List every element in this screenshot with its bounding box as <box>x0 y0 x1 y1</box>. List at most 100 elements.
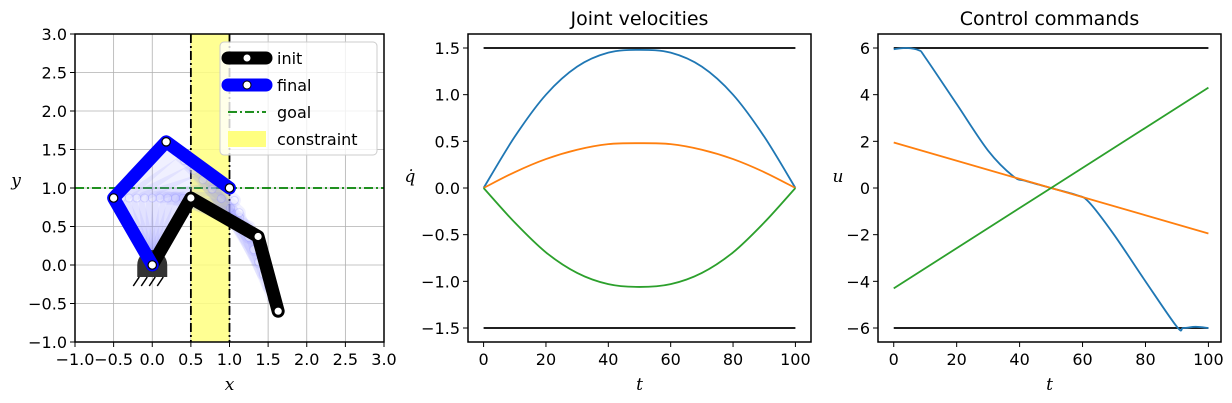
init-arm-joint <box>186 193 196 203</box>
init-arm-links <box>145 191 285 318</box>
trail-joint <box>170 193 180 203</box>
legend-swatch-constraint <box>228 131 266 147</box>
y-tick-label: −4 <box>846 272 870 291</box>
y-tick-label: −1.5 <box>421 319 460 338</box>
control-commands-bounds <box>893 47 1209 329</box>
joint-velocities-ylabel: q̇ <box>405 167 416 187</box>
trail-pose <box>138 173 256 272</box>
x-tick-label: 100 <box>1193 350 1224 369</box>
x-tick-label: 40 <box>598 350 618 369</box>
y-tick-label: 6 <box>860 39 870 58</box>
trail-joint <box>207 184 217 194</box>
joint-velocities-ticks: 0 20 40 60 80 100 −1.5 −1.0 −0.5 0.0 0.5 1.0 1.5 <box>421 39 811 369</box>
x-tick-label: 1.0 <box>217 350 242 369</box>
trail-joint <box>163 193 173 203</box>
arm-plot-panel: −1.0 −0.5 0.0 0.5 1.0 1.5 2.0 2.5 3.0−1.0−0.50.0… <box>10 25 397 395</box>
init-arm-joint <box>273 306 283 316</box>
legend-marker-final <box>242 80 252 90</box>
control-commands-panel: Control commands 0 20 40 60 80 100−6−4−20246 … <box>833 8 1224 395</box>
arm-plot-legend: init final goal constraint <box>219 41 378 156</box>
y-tick-label: −6 <box>846 319 870 338</box>
x-tick-label: 60 <box>661 350 681 369</box>
x-tick-label: −0.5 <box>94 350 133 369</box>
base-hatch <box>148 276 156 287</box>
legend-box <box>219 41 378 156</box>
y-tick-label: 2.0 <box>42 102 67 121</box>
trail-pose <box>130 163 251 272</box>
y-tick-label: −1.0 <box>421 272 460 291</box>
legend-label-goal: goal <box>277 103 311 122</box>
trail-joint <box>155 193 165 203</box>
x-tick-label: 0.0 <box>140 350 165 369</box>
x-tick-label: 0 <box>478 350 488 369</box>
series-line-2 <box>482 187 797 288</box>
y-tick-label: −0.5 <box>421 226 460 245</box>
control-commands-ticks: 0 20 40 60 80 100 −6 −4 −2 0 2 4 6 <box>846 39 1223 369</box>
arm-plot-ticks: −1.0 −0.5 0.0 0.5 1.0 1.5 2.0 2.5 3.0−1.0−0.50.0… <box>28 25 397 369</box>
x-tick-label: −1.0 <box>56 350 95 369</box>
y-tick-label: 1.5 <box>435 39 460 58</box>
trail-joint <box>226 203 236 213</box>
trail-joint <box>234 208 244 218</box>
final-arm-joint <box>161 137 171 147</box>
x-tick-label: 1.5 <box>255 350 280 369</box>
y-tick-label: 2.5 <box>42 64 67 83</box>
x-tick-label: 0 <box>889 350 899 369</box>
control-commands-series <box>893 47 1209 332</box>
base-hatch <box>156 276 164 287</box>
y-tick-label: 0.5 <box>42 218 67 237</box>
x-tick-label: 3.0 <box>371 350 396 369</box>
arm-plot-xlabel: x <box>225 375 235 395</box>
control-commands-xlabel: t <box>1046 375 1053 395</box>
y-tick-label: 0.5 <box>435 132 460 151</box>
base-hatch <box>140 276 148 287</box>
legend-label-constraint: constraint <box>277 130 358 149</box>
x-tick-label: 20 <box>946 350 966 369</box>
y-tick-label: 0.0 <box>435 179 460 198</box>
joint-velocities-panel: Joint velocities 0 20 40 60 80 100 −1.5 −1.0 −0.… <box>405 8 812 395</box>
base-hatch <box>132 276 140 287</box>
y-tick-label: 3.0 <box>42 25 67 44</box>
joint-velocities-bounds <box>483 47 796 329</box>
y-tick-label: 4 <box>860 86 870 105</box>
series-line-2 <box>893 86 1209 290</box>
y-tick-label: −0.5 <box>28 295 67 314</box>
x-tick-label: 2.0 <box>294 350 319 369</box>
y-tick-label: 0.0 <box>42 256 67 275</box>
trail-joint <box>229 195 239 205</box>
joint-velocities-series <box>482 48 797 288</box>
joint-velocities-title: Joint velocities <box>570 8 709 30</box>
x-tick-label: 100 <box>780 350 811 369</box>
x-tick-label: 2.5 <box>333 350 358 369</box>
joint-velocities-xlabel: t <box>636 375 643 395</box>
trail-joint <box>124 193 134 203</box>
final-arm-joint <box>108 193 119 203</box>
legend-label-final: final <box>277 76 311 95</box>
trail-joint <box>147 193 157 203</box>
legend-marker-init <box>242 53 252 63</box>
trail-pose <box>122 154 246 272</box>
y-tick-label: 2 <box>860 132 870 151</box>
y-tick-label: 1.5 <box>42 141 67 160</box>
arm-plot-ylabel: y <box>10 171 21 191</box>
y-tick-label: 1.0 <box>42 179 67 198</box>
series-line-1 <box>483 142 796 189</box>
x-tick-label: 80 <box>1135 350 1155 369</box>
y-tick-label: −2 <box>846 226 870 245</box>
series-line-0 <box>893 47 1209 332</box>
legend-label-init: init <box>277 49 302 68</box>
x-tick-label: 60 <box>1072 350 1092 369</box>
y-tick-label: −1.0 <box>28 333 67 352</box>
final-arm-joint <box>147 260 158 270</box>
trail-joint <box>132 193 142 203</box>
trail-joint <box>216 194 226 204</box>
joint-velocities-frame <box>467 33 812 343</box>
final-arm <box>107 135 236 272</box>
y-tick-label: 1.0 <box>435 86 460 105</box>
x-tick-label: 80 <box>723 350 743 369</box>
x-tick-label: 20 <box>536 350 556 369</box>
control-commands-ylabel: u <box>833 167 844 187</box>
y-tick-label: 0 <box>860 179 870 198</box>
x-tick-label: 40 <box>1009 350 1029 369</box>
